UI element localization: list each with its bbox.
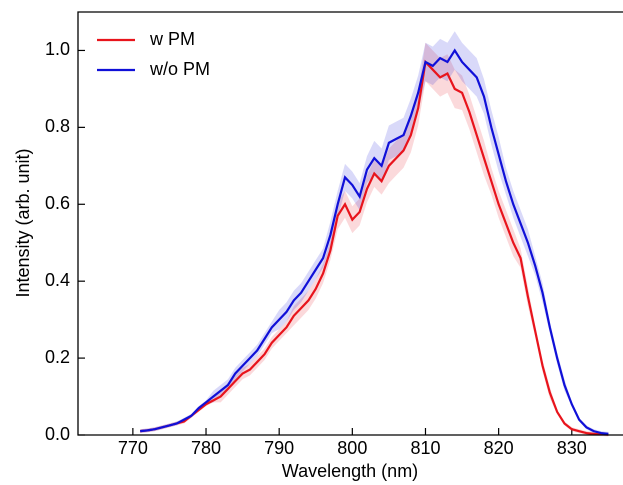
axes-frame xyxy=(77,11,623,436)
line xyxy=(140,48,609,435)
error-band xyxy=(140,42,609,437)
x-tick-label: 770 xyxy=(118,438,148,458)
y-axis-label: Intensity (arb. unit) xyxy=(13,148,33,297)
x-axis-label: Wavelength (nm) xyxy=(282,461,418,481)
x-tick-label: 830 xyxy=(557,438,587,458)
x-tick-label: 800 xyxy=(337,438,367,458)
error-band xyxy=(140,31,609,436)
y-tick-label: 1.0 xyxy=(45,39,70,59)
y-tick-label: 0.2 xyxy=(45,347,70,367)
y-tick-label: 0.8 xyxy=(45,116,70,136)
y-tick-label: 0.6 xyxy=(45,193,70,213)
x-tick-label: 790 xyxy=(264,438,294,458)
y-tick-label: 0.4 xyxy=(45,270,70,290)
x-tick-label: 780 xyxy=(191,438,221,458)
legend-label: w PM xyxy=(149,29,195,49)
x-tick-label: 820 xyxy=(484,438,514,458)
y-tick-label: 0.0 xyxy=(45,424,70,444)
line xyxy=(140,59,609,436)
x-tick-label: 810 xyxy=(410,438,440,458)
legend-label: w/o PM xyxy=(149,59,210,79)
